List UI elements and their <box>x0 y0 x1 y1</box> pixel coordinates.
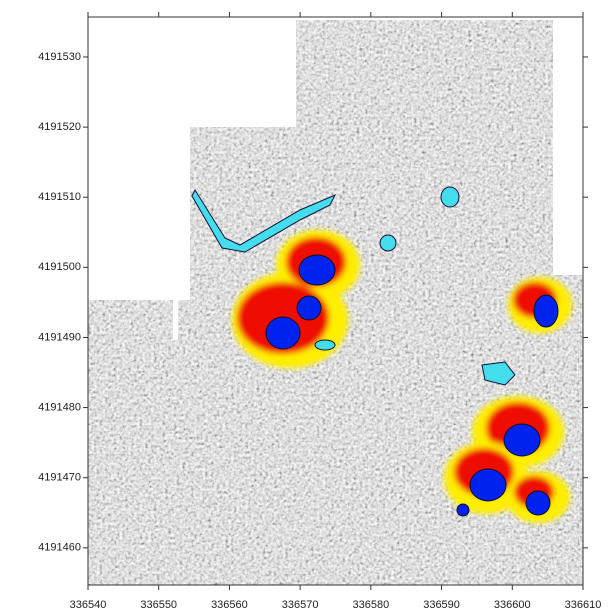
x-tick-label: 336590 <box>423 599 460 611</box>
y-tick-label: 4191490 <box>38 331 81 343</box>
survey-image <box>88 17 583 585</box>
y-tick-label: 4191470 <box>38 472 81 484</box>
y-tick-label: 4191510 <box>38 191 81 203</box>
x-tick-label: 336570 <box>282 599 319 611</box>
y-tick-label: 4191460 <box>38 542 81 554</box>
x-tick-label: 336560 <box>211 599 248 611</box>
x-tick-label: 336610 <box>565 599 602 611</box>
x-tick-label: 336600 <box>494 599 531 611</box>
x-tick-label: 336540 <box>70 599 107 611</box>
x-tick-label: 336550 <box>140 599 177 611</box>
y-tick-label: 4191530 <box>38 51 81 63</box>
x-tick-label: 336580 <box>352 599 389 611</box>
y-tick-label: 4191480 <box>38 401 81 413</box>
y-tick-label: 4191520 <box>38 121 81 133</box>
y-tick-label: 4191500 <box>38 261 81 273</box>
map-figure: 336540 336550 336560 336570 336580 336590 3366… <box>0 0 613 616</box>
